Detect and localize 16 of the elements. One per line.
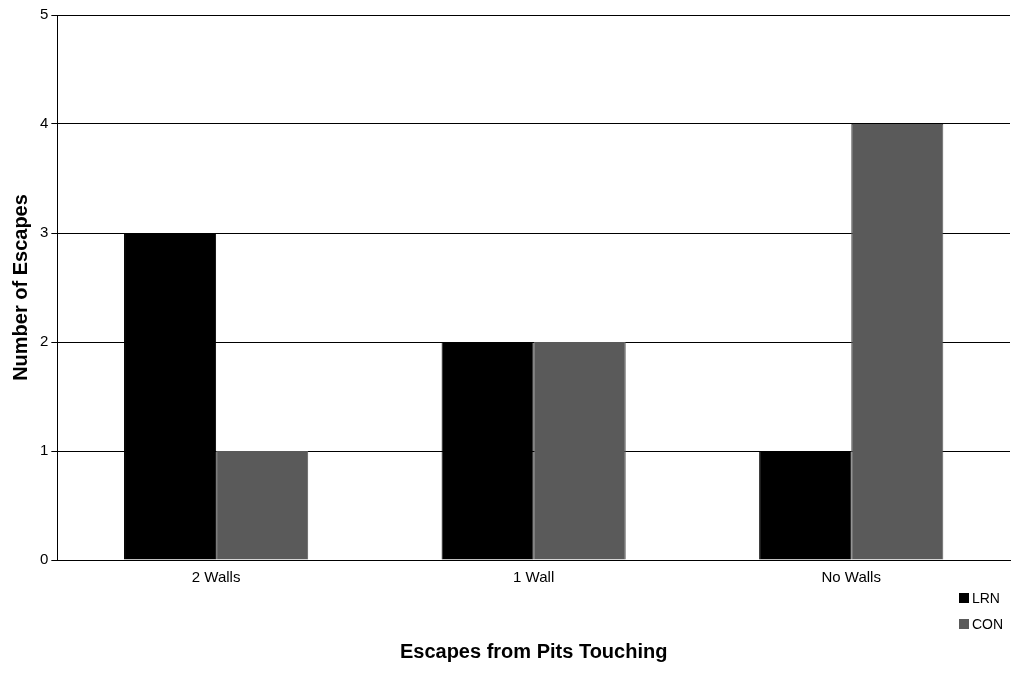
legend-label: LRN [971, 590, 1000, 606]
x-axis-title: Escapes from Pits Touching [399, 639, 668, 662]
x-tick-label: No Walls [821, 568, 881, 586]
bar [851, 124, 944, 560]
x-tick-label: 1 Wall [513, 568, 555, 586]
legend-label: CON [971, 616, 1003, 632]
y-tick-label: 4 [40, 114, 49, 132]
y-axis-title: Number of Escapes [8, 194, 31, 381]
y-tick-label: 3 [40, 223, 49, 241]
y-tick-label: 5 [40, 5, 49, 23]
y-tick-label: 1 [40, 441, 49, 459]
bar [533, 342, 626, 560]
y-tick-label: 2 [40, 332, 49, 350]
x-tick-label: 2 Walls [191, 568, 241, 586]
bar [216, 451, 309, 560]
y-tick-label: 0 [40, 550, 49, 568]
